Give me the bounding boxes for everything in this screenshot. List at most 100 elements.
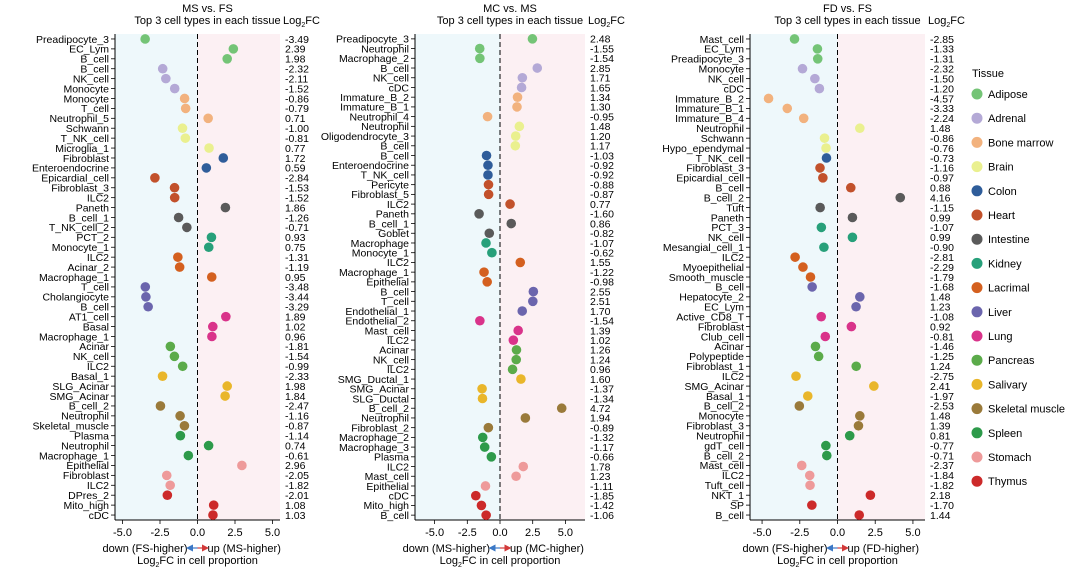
data-point xyxy=(175,430,186,441)
data-point xyxy=(804,470,815,481)
cell-type-label: B_cell_2 xyxy=(704,401,744,413)
fc-value: -1.20 xyxy=(930,83,954,95)
fc-value: -1.25 xyxy=(930,351,954,363)
fc-value: -1.52 xyxy=(285,83,309,95)
fc-value: 1.08 xyxy=(285,500,306,512)
cell-type-label: Hypo_ependymal xyxy=(662,143,744,155)
data-point xyxy=(174,262,185,272)
fc-value: -1.42 xyxy=(590,500,614,512)
data-point xyxy=(481,510,491,520)
fc-value: 1.60 xyxy=(590,374,611,386)
data-point xyxy=(477,383,487,394)
fc-value: 0.86 xyxy=(590,218,611,230)
fc-value: 1.03 xyxy=(285,510,306,522)
cell-type-label: Schwann xyxy=(66,123,109,135)
log2fc-header: Log2FC xyxy=(928,15,965,29)
fc-value: 0.81 xyxy=(930,430,951,442)
data-point xyxy=(517,306,528,316)
data-point xyxy=(177,361,188,372)
cell-type-label: ILC2 xyxy=(722,470,744,482)
fc-value: -1.07 xyxy=(590,238,614,250)
cell-type-label: Cholangiocyte xyxy=(42,292,109,304)
cell-type-label: Enteroendocrine xyxy=(32,163,109,175)
data-point xyxy=(162,490,173,501)
data-point xyxy=(204,143,214,153)
cell-type-label: Preadipocyte_3 xyxy=(36,34,109,46)
legend-swatch xyxy=(971,257,983,269)
legend-label: Brain xyxy=(988,162,1014,174)
cell-type-label: NK_cell xyxy=(73,73,109,85)
cell-type-label: Monocyte_1 xyxy=(52,242,109,254)
fc-value: 0.99 xyxy=(930,212,951,224)
up-region xyxy=(837,34,925,520)
cell-type-label: SMG_Ductal_1 xyxy=(338,374,409,386)
legend-label: Pancreas xyxy=(988,355,1035,367)
fc-value: -0.88 xyxy=(590,179,614,191)
fc-value: 1.98 xyxy=(285,54,306,66)
data-point xyxy=(807,282,817,292)
down-region xyxy=(750,34,838,520)
data-point xyxy=(520,413,531,423)
data-point xyxy=(816,311,827,322)
legend-label: Heart xyxy=(988,210,1015,222)
cell-type-label: B_cell xyxy=(80,64,109,76)
data-point xyxy=(807,500,817,510)
cell-type-label: Macrophage_1 xyxy=(39,272,109,284)
fc-value: -1.60 xyxy=(590,209,614,221)
cell-type-label: cDC xyxy=(724,83,745,95)
cell-type-label: B_cell xyxy=(715,183,744,195)
cell-type-label: Fibroblast_1 xyxy=(686,361,744,373)
cell-type-label: EC_Lym xyxy=(704,302,744,314)
cell-type-label: Paneth xyxy=(376,209,409,221)
fc-value: -3.44 xyxy=(285,292,309,304)
fc-value: -0.76 xyxy=(930,143,954,155)
fc-value: -1.50 xyxy=(930,73,954,85)
data-point xyxy=(853,420,864,431)
data-point xyxy=(483,422,494,433)
fc-value: 2.51 xyxy=(590,296,611,308)
data-point xyxy=(203,113,213,124)
data-point xyxy=(847,232,858,243)
cell-type-label: cDC xyxy=(389,82,410,94)
data-point xyxy=(819,242,829,253)
fc-value: -0.66 xyxy=(590,452,614,464)
data-point xyxy=(161,73,171,84)
cell-type-label: Immature_B_4 xyxy=(675,113,744,125)
data-point xyxy=(484,228,495,239)
legend-label: Stomach xyxy=(988,452,1031,464)
cell-type-label: B_cell xyxy=(380,150,409,162)
data-point xyxy=(805,272,816,282)
legend-label: Lung xyxy=(988,331,1012,343)
cell-type-label: Hepatocyte_2 xyxy=(679,292,744,304)
data-point xyxy=(805,480,815,491)
data-point xyxy=(161,470,172,481)
legend-label: Adrenal xyxy=(988,113,1026,125)
data-point xyxy=(474,209,484,219)
cell-type-label: B_cell xyxy=(715,282,744,294)
data-point xyxy=(180,103,191,114)
cell-type-label: Macrophage_1 xyxy=(39,450,109,462)
legend-label: Salivary xyxy=(988,379,1028,391)
data-point xyxy=(812,44,823,54)
data-point xyxy=(487,247,497,258)
data-point xyxy=(201,163,212,173)
fc-value: -2.29 xyxy=(930,262,954,274)
x-tick-label: 0.0 xyxy=(830,527,845,539)
fc-value: -0.92 xyxy=(590,160,614,172)
cell-type-label: ILC2 xyxy=(387,199,409,211)
data-point xyxy=(220,202,231,213)
panel-subtitle: Top 3 cell types in each tissue xyxy=(134,15,280,27)
fc-value: -1.06 xyxy=(590,510,614,522)
data-point xyxy=(207,331,217,342)
data-point xyxy=(165,480,175,491)
cell-type-label: SMG_Acinar xyxy=(49,391,109,403)
fc-value: 2.39 xyxy=(285,44,306,56)
fc-value: 1.30 xyxy=(590,102,611,114)
fc-value: 1.44 xyxy=(930,510,951,522)
fc-value: -0.86 xyxy=(285,93,309,105)
fc-value: -1.55 xyxy=(590,43,614,55)
data-point xyxy=(855,123,865,134)
fc-value: 1.94 xyxy=(590,413,611,425)
data-point xyxy=(165,341,176,352)
